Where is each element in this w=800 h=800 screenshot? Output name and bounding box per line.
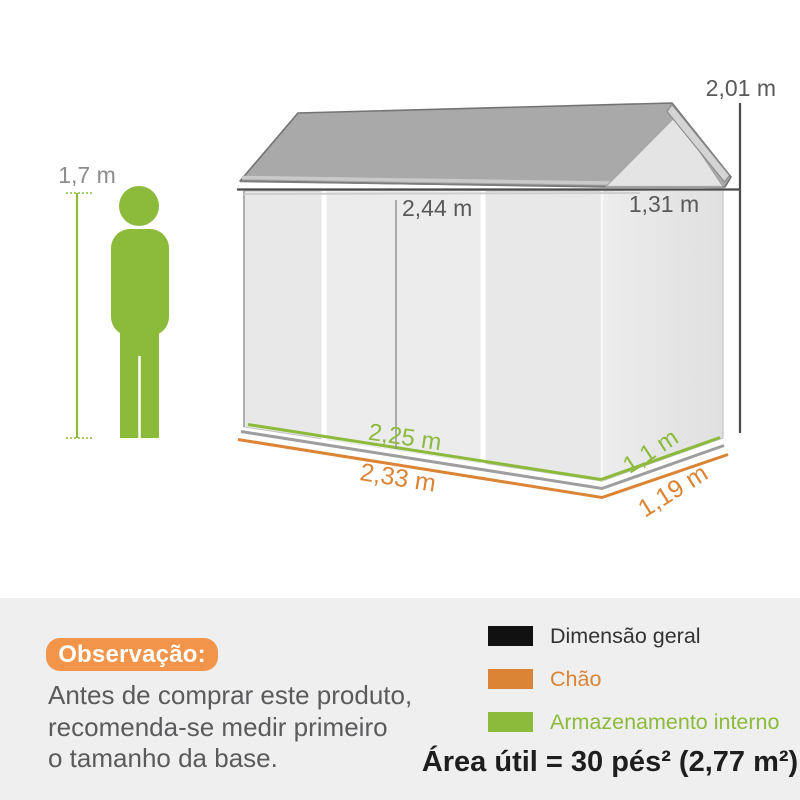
note-line: Antes de comprar este produto,: [48, 680, 413, 710]
person-body: [111, 229, 169, 336]
legend-swatch-floor: [488, 669, 533, 689]
shed-illustration: [237, 102, 732, 500]
door-height-label: 2,44 m: [402, 195, 472, 221]
person-height-dimension: 1,7 m: [58, 162, 116, 439]
note-line: o tamanho da base.: [48, 743, 278, 773]
legend-item: Dimensão geral: [488, 623, 800, 648]
overall-height-label: 2,01 m: [706, 75, 776, 101]
legend: Dimensão geral Chão Armazenamento intern…: [488, 623, 800, 755]
legend-swatch-interior: [488, 712, 533, 732]
legend-swatch-overall: [488, 626, 533, 646]
floor-base-line: [237, 438, 729, 500]
person-head: [119, 186, 159, 226]
note-badge: Observação:: [46, 638, 218, 671]
shed-door-panel: [326, 191, 481, 463]
legend-item: Chão: [488, 666, 800, 691]
legend-item: Armazenamento interno: [488, 709, 800, 734]
shed-base-line: [240, 430, 725, 491]
roof-edge-front: [239, 180, 614, 188]
gable-width-label: 1,31 m: [629, 191, 699, 217]
legend-label: Dimensão geral: [550, 623, 701, 648]
note-panel: Observação: Antes de comprar este produt…: [0, 598, 800, 800]
legend-label: Chão: [550, 666, 602, 691]
note-text: Antes de comprar este produto, recomenda…: [48, 680, 468, 775]
interior-base-line: [247, 423, 721, 482]
floor-width-label: 2,33 m: [358, 458, 438, 498]
roof-fascia-right: [666, 103, 731, 183]
legend-label: Armazenamento interno: [550, 709, 780, 734]
diagram-canvas: 1,7 m: [58, 75, 776, 523]
person-figure: [111, 186, 169, 438]
note-line: recomenda-se medir primeiro: [48, 711, 388, 742]
person-height-label: 1,7 m: [58, 162, 116, 188]
usable-area-text: Área útil = 30 pés² (2,77 m²): [421, 746, 799, 778]
note-badge-label: Observação:: [58, 640, 206, 668]
roof-fascia-front: [241, 175, 612, 185]
eave-trim-line: [243, 192, 641, 195]
